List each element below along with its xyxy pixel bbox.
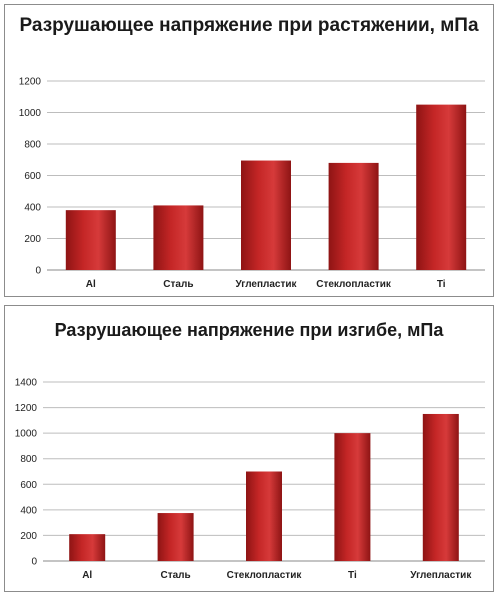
chart-panel-bending: Разрушающее напряжение при изгибе, мПа 0… (4, 305, 494, 592)
y-tick-label: 1200 (15, 403, 38, 414)
x-category-label: Al (82, 570, 92, 581)
x-category-label: Ti (437, 279, 446, 290)
chart-title: Разрушающее напряжение при изгибе, мПа (54, 320, 444, 340)
y-tick-label: 200 (20, 531, 37, 542)
bar (69, 534, 106, 561)
y-tick-label: 200 (24, 234, 41, 245)
y-tick-label: 1000 (15, 429, 38, 440)
x-category-label: Сталь (163, 279, 193, 290)
x-category-label: Углепластик (235, 279, 297, 290)
x-category-label: Al (86, 279, 96, 290)
chart-title: Разрушающее напряжение при растяжении, м… (19, 15, 479, 36)
y-tick-label: 400 (24, 203, 41, 214)
bending-bar-chart: 0 200 400 600 800 1000 1200 1400 Al Сталь Стеклопл… (15, 378, 485, 581)
bar (334, 433, 371, 561)
y-tick-label: 600 (24, 171, 41, 182)
bar (65, 210, 116, 270)
y-tick-label: 600 (20, 480, 37, 491)
x-category-label: Стеклопластик (227, 570, 303, 581)
bar (153, 205, 204, 270)
x-category-label: Сталь (161, 570, 191, 581)
x-category-label: Ti (348, 570, 357, 581)
y-tick-label: 1000 (19, 108, 42, 119)
y-tick-label: 400 (20, 505, 37, 516)
y-tick-label: 1200 (19, 77, 42, 88)
bar (416, 104, 467, 270)
bar (328, 162, 379, 270)
y-tick-label: 800 (24, 140, 41, 151)
tension-bar-chart: 0 200 400 600 800 1000 1200 Al Сталь Углепластик С… (19, 77, 485, 290)
x-category-label: Углепластик (410, 570, 472, 581)
y-tick-label: 0 (31, 557, 37, 568)
y-tick-label: 0 (35, 266, 41, 277)
y-tick-label: 1400 (15, 378, 38, 389)
bar (422, 413, 459, 561)
chart-panel-tension: Разрушающее напряжение при растяжении, м… (4, 4, 494, 297)
bar (157, 513, 194, 561)
y-tick-label: 800 (20, 454, 37, 465)
bar (246, 471, 282, 561)
bar (241, 160, 291, 270)
x-category-label: Стеклопластик (316, 279, 392, 290)
